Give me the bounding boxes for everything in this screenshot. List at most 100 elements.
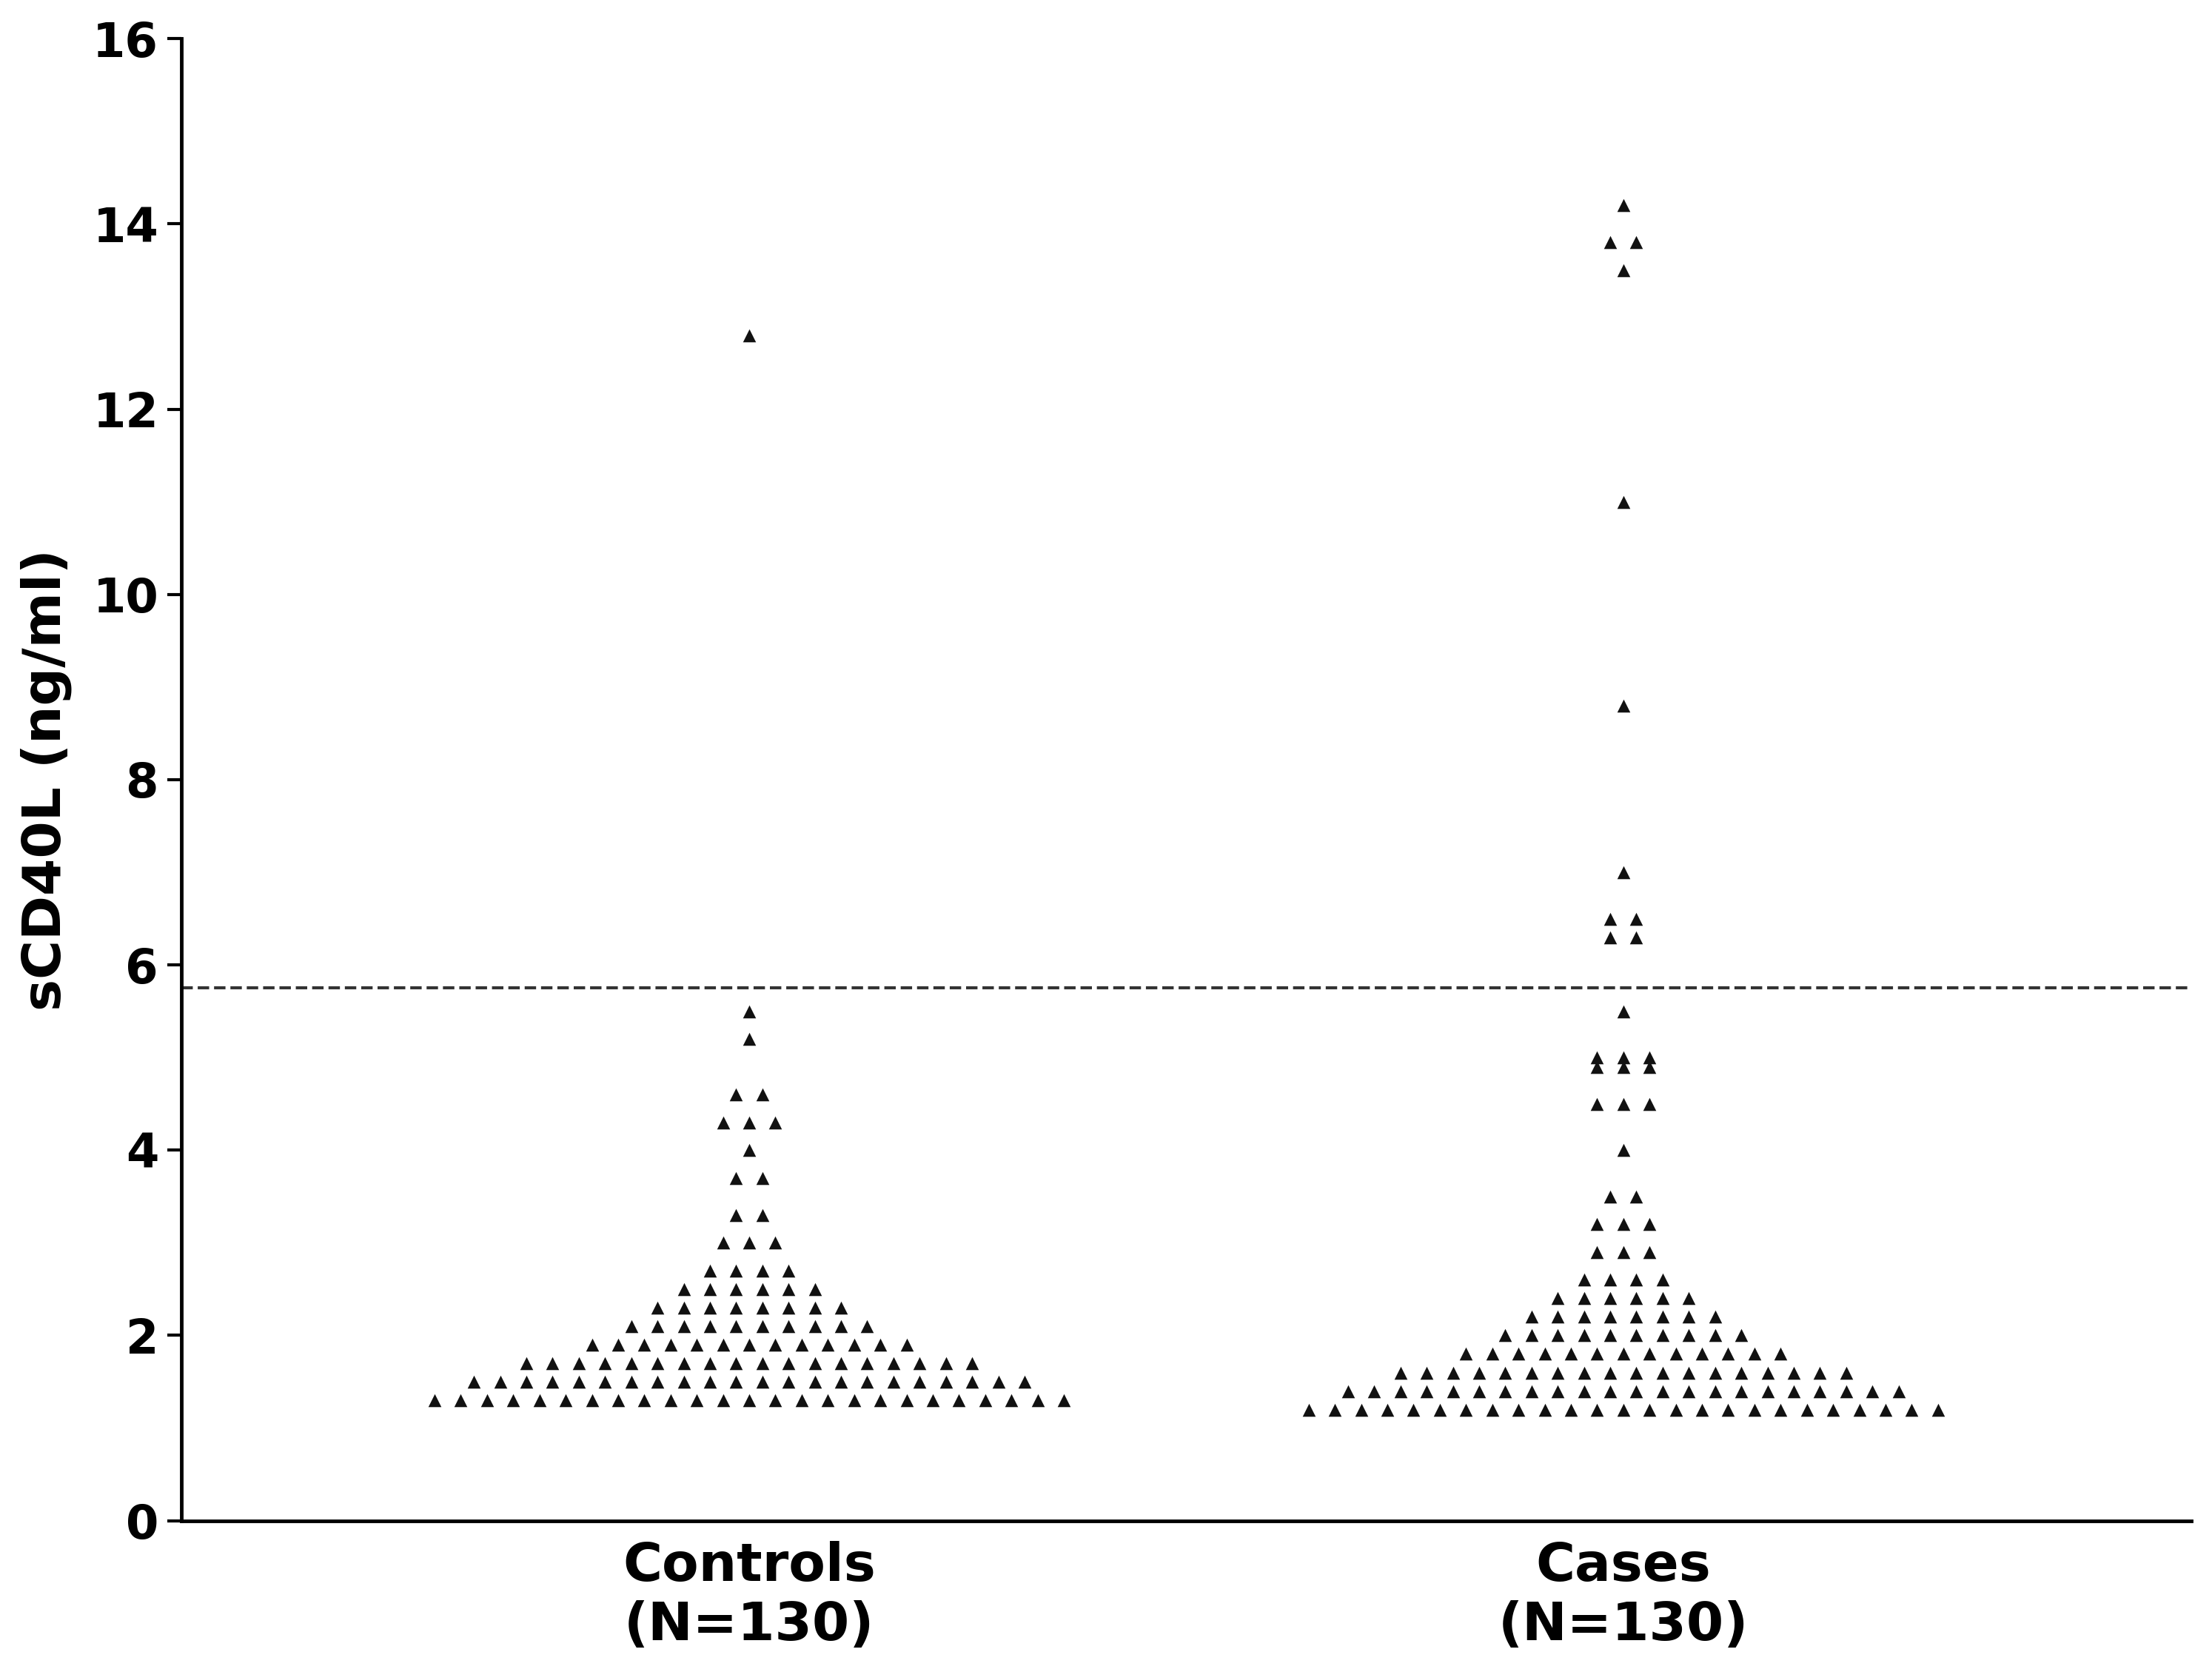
Point	[1369, 1396, 1405, 1423]
Point	[770, 1368, 805, 1394]
Point	[719, 1202, 754, 1229]
Point	[666, 1276, 701, 1302]
Point	[1566, 1323, 1601, 1349]
Point	[1619, 1184, 1655, 1211]
Point	[613, 1368, 648, 1394]
Point	[1750, 1378, 1785, 1404]
Point	[706, 1229, 741, 1256]
Point	[1566, 1378, 1601, 1404]
Point	[535, 1349, 571, 1376]
Point	[745, 1202, 781, 1229]
Point	[1606, 192, 1641, 219]
Point	[796, 1313, 832, 1339]
Point	[1566, 1359, 1601, 1386]
Point	[719, 1368, 754, 1394]
Point	[1736, 1341, 1772, 1368]
Point	[1409, 1359, 1444, 1386]
Point	[953, 1349, 989, 1376]
Point	[1606, 692, 1641, 719]
Point	[1579, 1045, 1615, 1072]
Point	[1606, 488, 1641, 515]
Point	[1816, 1396, 1851, 1423]
Point	[1776, 1378, 1812, 1404]
Point	[1566, 1286, 1601, 1313]
Point	[1553, 1341, 1588, 1368]
Point	[1513, 1304, 1548, 1331]
Point	[732, 1331, 768, 1358]
Point	[1579, 1211, 1615, 1237]
Point	[692, 1313, 728, 1339]
Point	[823, 1368, 858, 1394]
Point	[1396, 1396, 1431, 1423]
Point	[1540, 1323, 1575, 1349]
Point	[1462, 1378, 1498, 1404]
Point	[719, 1082, 754, 1109]
Point	[706, 1109, 741, 1135]
Point	[1659, 1341, 1694, 1368]
Point	[745, 1294, 781, 1321]
Point	[759, 1386, 794, 1413]
Point	[1646, 1359, 1681, 1386]
Point	[719, 1165, 754, 1192]
Point	[849, 1313, 885, 1339]
Point	[1593, 1286, 1628, 1313]
Point	[1697, 1359, 1732, 1386]
Point	[863, 1386, 898, 1413]
Point	[1683, 1396, 1719, 1423]
Point	[1606, 1396, 1641, 1423]
Point	[745, 1257, 781, 1284]
Point	[1436, 1359, 1471, 1386]
Point	[1382, 1378, 1418, 1404]
Point	[719, 1349, 754, 1376]
Point	[666, 1368, 701, 1394]
Point	[522, 1386, 557, 1413]
Point	[1566, 1266, 1601, 1292]
Point	[1670, 1359, 1705, 1386]
Point	[1803, 1359, 1838, 1386]
Point	[1606, 1137, 1641, 1164]
Point	[823, 1313, 858, 1339]
Point	[692, 1257, 728, 1284]
Point	[719, 1276, 754, 1302]
Point	[1646, 1266, 1681, 1292]
Point	[942, 1386, 978, 1413]
Point	[1619, 229, 1655, 256]
Point	[1606, 257, 1641, 284]
Point	[796, 1276, 832, 1302]
Point	[1606, 1239, 1641, 1266]
Point	[1593, 1266, 1628, 1292]
Point	[823, 1294, 858, 1321]
Point	[588, 1349, 624, 1376]
Point	[706, 1386, 741, 1413]
Point	[745, 1349, 781, 1376]
Point	[1710, 1341, 1745, 1368]
Point	[1646, 1323, 1681, 1349]
Point	[1619, 1304, 1655, 1331]
Point	[1843, 1396, 1878, 1423]
Point	[535, 1368, 571, 1394]
Point	[1776, 1359, 1812, 1386]
Point	[1829, 1359, 1865, 1386]
Point	[1632, 1239, 1668, 1266]
Point	[745, 1313, 781, 1339]
Point	[823, 1349, 858, 1376]
Point	[1763, 1341, 1798, 1368]
Point	[666, 1349, 701, 1376]
Point	[666, 1313, 701, 1339]
Point	[1316, 1396, 1352, 1423]
Point	[980, 1368, 1015, 1394]
Point	[1475, 1341, 1511, 1368]
Point	[1579, 1239, 1615, 1266]
Point	[1593, 1304, 1628, 1331]
Point	[509, 1349, 544, 1376]
Point	[639, 1294, 675, 1321]
Point	[1422, 1396, 1458, 1423]
Point	[509, 1368, 544, 1394]
Point	[1593, 905, 1628, 931]
Point	[1593, 229, 1628, 256]
Point	[810, 1386, 845, 1413]
Point	[732, 1137, 768, 1164]
Point	[1553, 1396, 1588, 1423]
Point	[653, 1331, 688, 1358]
Point	[1475, 1396, 1511, 1423]
